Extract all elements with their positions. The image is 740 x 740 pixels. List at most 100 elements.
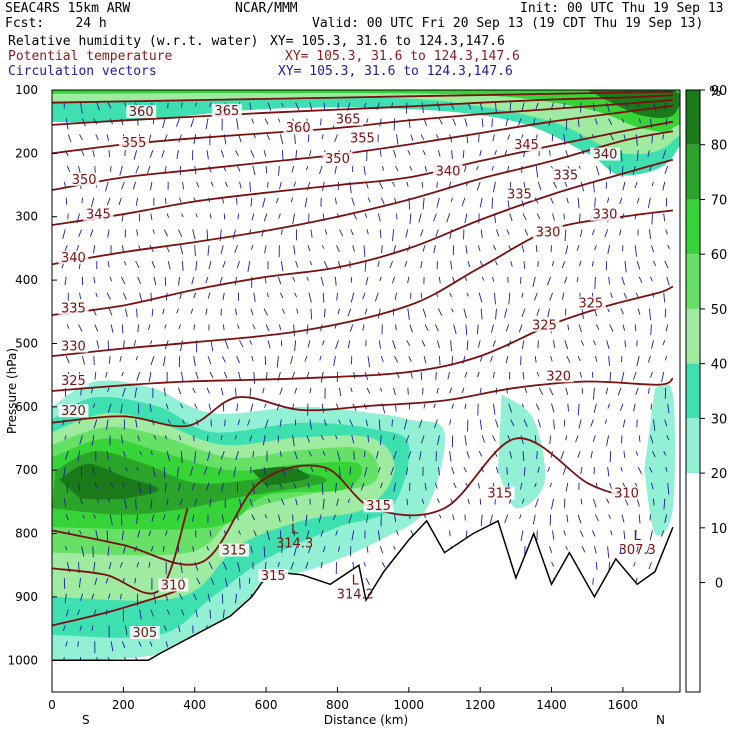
vector-arrow [136,229,139,236]
vector-arrow [163,387,166,397]
vector-arrow [666,435,670,441]
potential-temperature-contours [52,91,674,627]
vector-arrow [436,197,440,208]
vector-arrow [394,355,399,363]
contour-label: 365 [214,104,239,119]
vector-arrow [566,197,569,204]
rh-region-8 [59,463,159,500]
vector-arrow [251,514,256,521]
vector-arrow [481,118,484,128]
vector-arrow [90,229,94,237]
vector-arrow [195,371,199,380]
vector-arrow [64,593,67,604]
vector-arrow [335,435,338,440]
vector-arrow [239,181,242,189]
colorbar-tick-label: 40 [711,358,728,373]
vector-arrow [93,419,98,429]
vector-arrow [477,482,481,489]
vector-arrow [647,197,651,209]
contour-label: 330 [536,225,561,240]
vector-arrow [580,181,585,192]
contour-label-bg [69,172,100,186]
vector-arrow [280,229,283,235]
vector-arrow [137,276,142,285]
vector-arrow [148,371,152,382]
vector-arrow [651,181,654,187]
vector-arrow [107,546,110,556]
x-axis-end-label-left: S [82,713,90,727]
vector-arrow [364,451,366,458]
vector-arrow [251,213,255,221]
vector-arrow [277,514,281,523]
vector-arrow [379,546,384,554]
vector-arrow [293,530,296,537]
vector-arrow [364,213,368,219]
vector-arrow [422,150,426,156]
vector-arrow [161,150,165,158]
vector-arrow [661,371,665,383]
vector-arrow [379,435,382,446]
vector-arrow [309,387,312,394]
vector-arrow [623,530,626,540]
vector-arrow [565,435,568,441]
vector-arrow [236,118,239,130]
vector-arrow [489,514,493,525]
vector-arrow [235,451,239,461]
y-tick-label: 500 [15,336,38,350]
vector-arrow [650,276,653,282]
vector-arrow [353,213,357,220]
vector-arrow [135,355,139,361]
vector-arrow [332,514,336,521]
vector-arrow [523,467,526,476]
vector-arrow [561,292,565,300]
vector-arrow [379,276,382,282]
vector-arrow [189,466,194,476]
vector-arrow [662,340,666,346]
vector-arrow [496,229,500,237]
vector-arrow [549,435,551,445]
vector-arrow [567,403,569,412]
vector-arrow [492,181,496,193]
vector-arrow [79,134,83,141]
vector-arrow [663,292,666,303]
vector-arrow [139,450,143,456]
vector-arrow [532,514,536,525]
vector-arrow [278,166,280,176]
low-marker: L [291,523,299,538]
vector-arrow [277,276,282,285]
vector-arrow [551,403,555,413]
contour-label: 315 [261,569,286,584]
vector-arrow [391,419,393,427]
vector-arrow [479,150,482,157]
vector-arrow [607,403,611,409]
vector-arrow [235,593,237,604]
vector-arrow [549,482,552,488]
vector-arrow [620,308,624,315]
vector-arrow [578,419,582,429]
contour-label-bg [129,625,160,639]
contour-label: 340 [61,251,86,266]
vector-arrow [578,213,581,224]
vector-arrow [109,514,113,525]
vector-arrow [653,419,656,431]
vector-arrow [92,546,94,558]
contour-label: 330 [593,208,618,223]
vector-arrow [193,356,196,367]
vector-arrow [391,276,395,284]
vector-arrow [106,197,111,206]
vector-arrow [424,324,429,331]
vector-arrow [595,165,600,176]
vector-arrow [604,419,608,424]
vector-arrow [380,356,384,363]
vector-arrow [110,641,114,652]
vector-arrow [651,482,654,490]
y-tick-label: 200 [15,146,38,160]
vector-arrow [591,530,596,537]
vector-arrow [550,102,554,110]
vector-arrow [594,356,598,362]
vector-arrow [594,276,596,289]
colorbar-tick-label: 10 [711,522,728,537]
vector-arrow [264,245,267,254]
vector-arrow [637,150,639,162]
vector-arrow [192,387,196,394]
